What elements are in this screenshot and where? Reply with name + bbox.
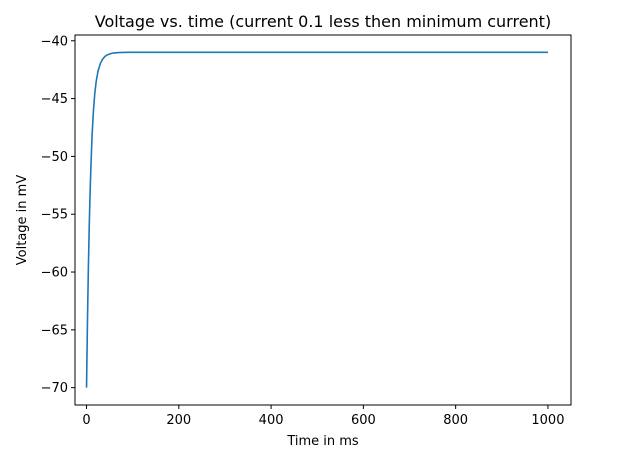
- y-tick-label: −50: [41, 150, 68, 165]
- series-line: [85, 51, 548, 388]
- x-tick-label: 0: [82, 413, 90, 428]
- y-axis: −70 −65 −60 −55 −50 −45 −40: [41, 34, 75, 396]
- plot-area: [74, 34, 572, 406]
- x-tick-label: 1000: [531, 413, 564, 428]
- chart-title: Voltage vs. time (current 0.1 less then …: [95, 12, 551, 31]
- y-tick-label: −60: [41, 266, 68, 281]
- y-tick-label: −70: [41, 381, 68, 396]
- x-axis: 0 200 400 600 800 1000: [82, 405, 564, 428]
- y-tick-label: −40: [41, 34, 68, 49]
- x-tick-label: 200: [166, 413, 191, 428]
- x-tick-label: 800: [443, 413, 468, 428]
- x-tick-label: 400: [259, 413, 284, 428]
- y-axis-label: Voltage in mV: [15, 175, 30, 266]
- y-tick-label: −65: [41, 323, 68, 338]
- y-tick-label: −55: [41, 208, 68, 223]
- series-layer: [85, 51, 548, 388]
- y-tick-label: −45: [41, 92, 68, 107]
- x-axis-label: Time in ms: [286, 434, 359, 449]
- x-tick-label: 600: [351, 413, 376, 428]
